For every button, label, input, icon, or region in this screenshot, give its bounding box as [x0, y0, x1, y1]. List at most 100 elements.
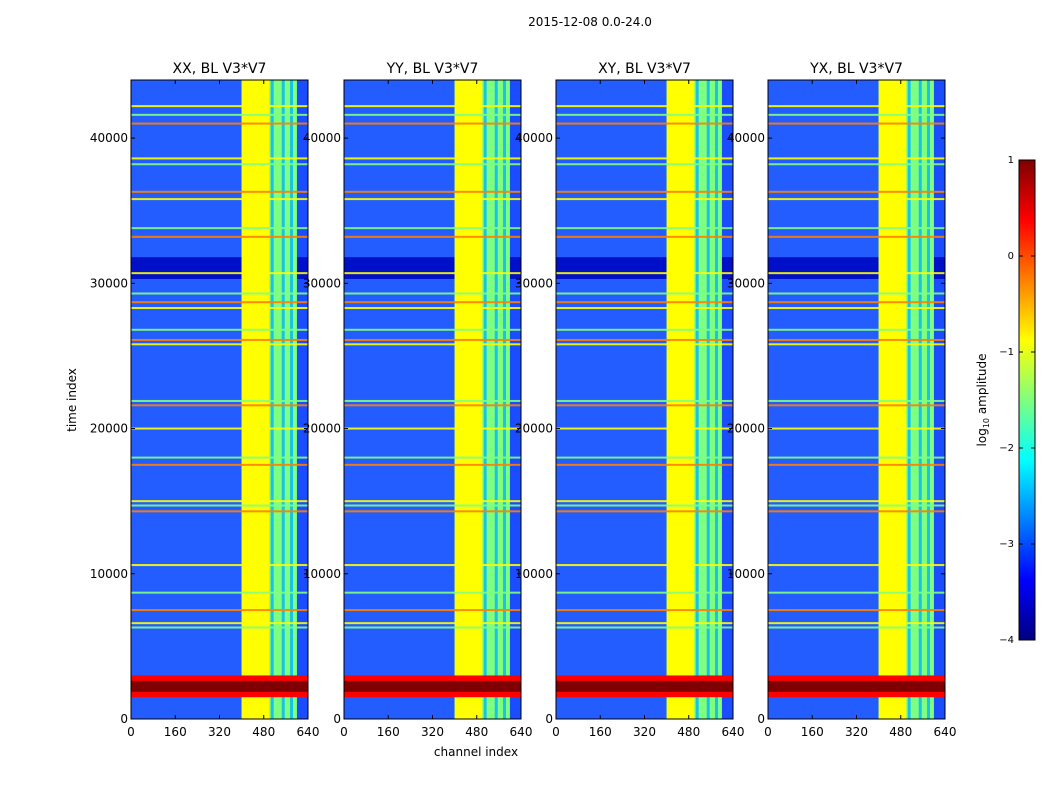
colorbar-tick-label: 0	[1008, 251, 1014, 262]
heatmap-rfi-row	[131, 427, 308, 430]
heatmap-channel-gap	[270, 80, 274, 719]
y-tick-label: 20000	[303, 422, 341, 436]
heatmap-rfi-row	[556, 163, 733, 166]
heatmap-rfi-row	[344, 504, 521, 507]
heatmap-rfi-row	[344, 328, 521, 331]
panel-title: YY, BL V3*V7	[386, 61, 479, 77]
heatmap-rfi-row	[344, 343, 521, 346]
heatmap-core-channel-band	[241, 80, 270, 719]
y-tick-label: 20000	[90, 422, 128, 436]
heatmap-rfi-row	[131, 343, 308, 346]
heatmap-low-channel-region	[556, 80, 667, 719]
panel-yy: YY, BL V3*V7 0 160 320 480 640 0 10000 20000 3000…	[303, 61, 533, 739]
heatmap-rfi-row	[556, 292, 733, 295]
heatmap-rfi-row	[344, 510, 521, 513]
colorbar-tick-label: −3	[999, 539, 1014, 550]
heatmap-rfi-row	[344, 198, 521, 201]
heatmap-rfi-row	[131, 564, 308, 567]
panel-title: XX, BL V3*V7	[173, 61, 267, 77]
heatmap-rfi-row	[131, 338, 308, 341]
heatmap-rfi-row	[131, 122, 308, 125]
heatmap-rfi-row	[344, 272, 521, 275]
heatmap-rfi-row	[344, 622, 521, 625]
heatmap-channel-gap	[494, 80, 498, 719]
heatmap-rfi-row	[344, 338, 521, 341]
heatmap-rfi-row	[556, 235, 733, 238]
heatmap-rfi-row	[556, 622, 733, 625]
heatmap-strong-band-core	[556, 680, 733, 692]
heatmap-rfi-row	[768, 427, 945, 430]
y-tick-label: 30000	[303, 276, 341, 290]
x-tick-label: 160	[377, 725, 400, 739]
heatmap-rfi-row	[344, 105, 521, 108]
heatmap-rfi-row	[131, 198, 308, 201]
heatmap-rfi-row	[768, 500, 945, 503]
heatmap-low-channel-region	[131, 80, 242, 719]
heatmap-rfi-row	[768, 626, 945, 629]
x-tick-label: 640	[510, 725, 533, 739]
heatmap-rfi-row	[768, 105, 945, 108]
heatmap-rfi-row	[768, 609, 945, 612]
heatmap-low-channel-region	[768, 80, 879, 719]
heatmap-core-channel-band	[454, 80, 483, 719]
heatmap-rfi-row	[556, 399, 733, 402]
heatmap-rfi-row	[344, 404, 521, 407]
heatmap-rfi-row	[768, 504, 945, 507]
x-tick-label: 0	[552, 725, 560, 739]
y-tick-label: 30000	[727, 276, 765, 290]
panels-group: XX, BL V3*V7 0 160 320 480 640 0 10000 20000 3000…	[90, 61, 957, 739]
x-tick-label: 0	[340, 725, 348, 739]
y-tick-label: 0	[120, 712, 128, 726]
heatmap-rfi-row	[131, 235, 308, 238]
heatmap-rfi-row	[556, 609, 733, 612]
colorbar-label-main: log	[975, 428, 989, 446]
heatmap-rfi-row	[344, 427, 521, 430]
heatmap-rfi-row	[556, 198, 733, 201]
colorbar-tick-label: 1	[1008, 155, 1014, 166]
panel-xy: XY, BL V3*V7 0 160 320 480 640 0 10000 20000 3000…	[515, 61, 745, 739]
colorbar-tick-label: −1	[999, 347, 1014, 358]
heatmap-rfi-row	[768, 328, 945, 331]
x-tick-label: 480	[889, 725, 912, 739]
panel-xx: XX, BL V3*V7 0 160 320 480 640 0 10000 20000 3000…	[90, 61, 320, 739]
heatmap-rfi-row	[556, 626, 733, 629]
heatmap-channel-gap	[281, 80, 285, 719]
y-tick-label: 10000	[303, 567, 341, 581]
heatmap-rfi-row	[556, 122, 733, 125]
heatmap-rfi-row	[768, 113, 945, 116]
heatmap-rfi-row	[556, 113, 733, 116]
heatmap-channel-gap	[918, 80, 922, 719]
y-tick-label: 40000	[727, 131, 765, 145]
x-tick-label: 0	[764, 725, 772, 739]
heatmap-strong-band-core	[131, 680, 308, 692]
y-tick-label: 30000	[515, 276, 553, 290]
x-tick-label: 160	[589, 725, 612, 739]
heatmap-channel-gap	[695, 80, 699, 719]
panel-title: YX, BL V3*V7	[809, 61, 903, 77]
heatmap-rfi-row	[768, 622, 945, 625]
y-tick-label: 0	[545, 712, 553, 726]
heatmap-rfi-row	[131, 500, 308, 503]
heatmap-rfi-row	[131, 105, 308, 108]
heatmap-channel-gap	[715, 80, 719, 719]
heatmap-rfi-row	[556, 227, 733, 230]
heatmap-rfi-row	[768, 227, 945, 230]
heatmap-strong-band-core	[768, 680, 945, 692]
heatmap-rfi-row	[768, 463, 945, 466]
heatmap-rfi-row	[768, 301, 945, 304]
x-tick-label: 320	[845, 725, 868, 739]
x-tick-label: 0	[127, 725, 135, 739]
heatmap-rfi-row	[344, 292, 521, 295]
heatmap-rfi-row	[768, 456, 945, 459]
x-tick-label: 640	[934, 725, 957, 739]
heatmap-rfi-row	[131, 190, 308, 193]
x-tick-label: 160	[801, 725, 824, 739]
colorbar-label-sub: 10	[982, 418, 991, 428]
x-tick-label: 480	[465, 725, 488, 739]
heatmap-rfi-row	[768, 510, 945, 513]
heatmap-rfi-row	[131, 504, 308, 507]
heatmap-rfi-row	[131, 456, 308, 459]
heatmap-rfi-row	[768, 564, 945, 567]
colorbar-tick-label: −2	[999, 443, 1014, 454]
